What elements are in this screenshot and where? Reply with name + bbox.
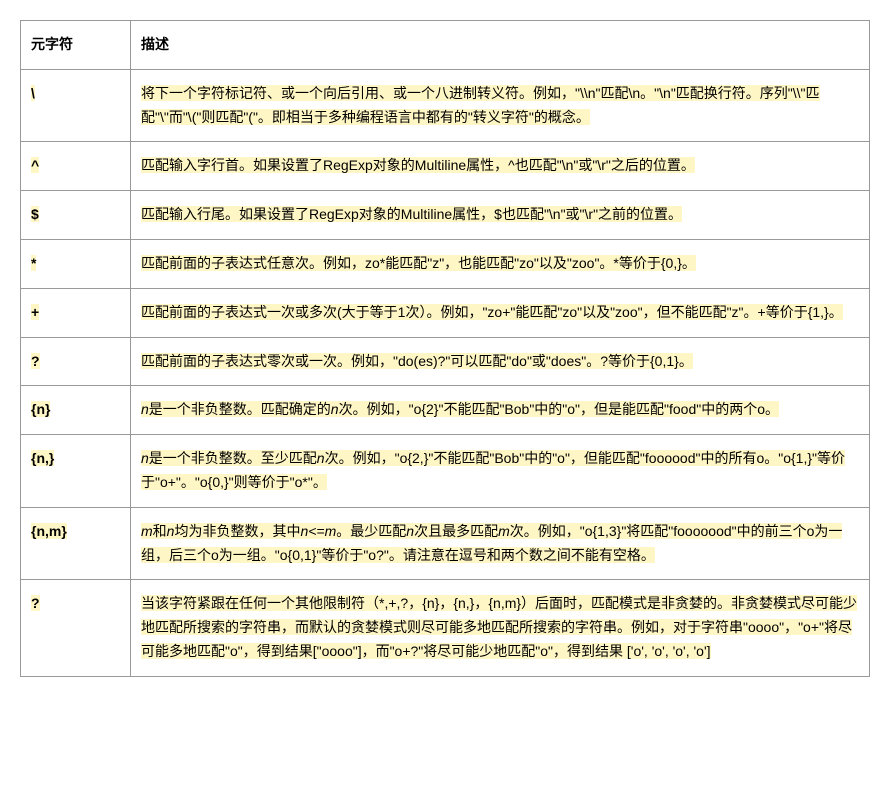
meta-char: + <box>31 304 39 320</box>
table-row: + 匹配前面的子表达式一次或多次(大于等于1次）。例如，"zo+"能匹配"zo"以… <box>21 288 870 337</box>
table-row: {n,m} m和n均为非负整数，其中n<=m。最少匹配n次且最多匹配m次。例如，"… <box>21 507 870 580</box>
meta-cell: ^ <box>21 142 131 191</box>
meta-cell: ? <box>21 337 131 386</box>
header-meta: 元字符 <box>21 21 131 70</box>
regex-table: 元字符 描述 \ 将下一个字符标记符、或一个向后引用、或一个八进制转义符。例如，"… <box>20 20 870 677</box>
table-row: ^ 匹配输入字行首。如果设置了RegExp对象的Multiline属性，^也匹配"… <box>21 142 870 191</box>
meta-char: ? <box>31 595 40 611</box>
meta-char: ? <box>31 353 40 369</box>
desc-text: 匹配输入字行首。如果设置了RegExp对象的Multiline属性，^也匹配"\… <box>141 157 695 173</box>
meta-char: ^ <box>31 157 39 173</box>
desc-text: n是一个非负整数。至少匹配n次。例如，"o{2,}"不能匹配"Bob"中的"o"… <box>141 450 845 490</box>
desc-cell: 匹配前面的子表达式一次或多次(大于等于1次）。例如，"zo+"能匹配"zo"以及… <box>131 288 870 337</box>
header-desc: 描述 <box>131 21 870 70</box>
table-row: {n,} n是一个非负整数。至少匹配n次。例如，"o{2,}"不能匹配"Bob"中… <box>21 435 870 508</box>
table-row: ? 匹配前面的子表达式零次或一次。例如，"do(es)?"可以匹配"do"或"do… <box>21 337 870 386</box>
desc-text: 匹配前面的子表达式零次或一次。例如，"do(es)?"可以匹配"do"或"doe… <box>141 353 693 369</box>
meta-cell: + <box>21 288 131 337</box>
desc-cell: 匹配前面的子表达式零次或一次。例如，"do(es)?"可以匹配"do"或"doe… <box>131 337 870 386</box>
desc-text: 匹配输入行尾。如果设置了RegExp对象的Multiline属性，$也匹配"\n… <box>141 206 682 222</box>
table-row: \ 将下一个字符标记符、或一个向后引用、或一个八进制转义符。例如，"\\n"匹配\… <box>21 69 870 142</box>
table-row: ? 当该字符紧跟在任何一个其他限制符（*,+,?，{n}，{n,}，{n,m}）后… <box>21 580 870 676</box>
desc-cell: 匹配前面的子表达式任意次。例如，zo*能匹配"z"，也能匹配"zo"以及"zoo… <box>131 239 870 288</box>
meta-char: {n} <box>31 401 50 417</box>
meta-char: \ <box>31 85 35 101</box>
desc-cell: n是一个非负整数。至少匹配n次。例如，"o{2,}"不能匹配"Bob"中的"o"… <box>131 435 870 508</box>
desc-cell: 当该字符紧跟在任何一个其他限制符（*,+,?，{n}，{n,}，{n,m}）后面… <box>131 580 870 676</box>
meta-cell: ? <box>21 580 131 676</box>
meta-char: {n,} <box>31 450 54 466</box>
desc-cell: 将下一个字符标记符、或一个向后引用、或一个八进制转义符。例如，"\\n"匹配\n… <box>131 69 870 142</box>
meta-cell: {n} <box>21 386 131 435</box>
desc-text: 当该字符紧跟在任何一个其他限制符（*,+,?，{n}，{n,}，{n,m}）后面… <box>141 595 857 659</box>
table-row: * 匹配前面的子表达式任意次。例如，zo*能匹配"z"，也能匹配"zo"以及"zo… <box>21 239 870 288</box>
meta-cell: * <box>21 239 131 288</box>
desc-cell: n是一个非负整数。匹配确定的n次。例如，"o{2}"不能匹配"Bob"中的"o"… <box>131 386 870 435</box>
table-row: $ 匹配输入行尾。如果设置了RegExp对象的Multiline属性，$也匹配"\… <box>21 191 870 240</box>
desc-cell: m和n均为非负整数，其中n<=m。最少匹配n次且最多匹配m次。例如，"o{1,3… <box>131 507 870 580</box>
desc-text: n是一个非负整数。匹配确定的n次。例如，"o{2}"不能匹配"Bob"中的"o"… <box>141 401 779 417</box>
meta-cell: $ <box>21 191 131 240</box>
desc-cell: 匹配输入行尾。如果设置了RegExp对象的Multiline属性，$也匹配"\n… <box>131 191 870 240</box>
meta-cell: \ <box>21 69 131 142</box>
desc-text: m和n均为非负整数，其中n<=m。最少匹配n次且最多匹配m次。例如，"o{1,3… <box>141 523 842 563</box>
table-row: {n} n是一个非负整数。匹配确定的n次。例如，"o{2}"不能匹配"Bob"中的… <box>21 386 870 435</box>
meta-char: $ <box>31 206 39 222</box>
meta-cell: {n,} <box>21 435 131 508</box>
meta-char: {n,m} <box>31 523 67 539</box>
desc-text: 将下一个字符标记符、或一个向后引用、或一个八进制转义符。例如，"\\n"匹配\n… <box>141 85 820 125</box>
meta-char: * <box>31 255 36 271</box>
desc-text: 匹配前面的子表达式任意次。例如，zo*能匹配"z"，也能匹配"zo"以及"zoo… <box>141 255 696 271</box>
header-row: 元字符 描述 <box>21 21 870 70</box>
desc-text: 匹配前面的子表达式一次或多次(大于等于1次）。例如，"zo+"能匹配"zo"以及… <box>141 304 843 320</box>
desc-cell: 匹配输入字行首。如果设置了RegExp对象的Multiline属性，^也匹配"\… <box>131 142 870 191</box>
meta-cell: {n,m} <box>21 507 131 580</box>
